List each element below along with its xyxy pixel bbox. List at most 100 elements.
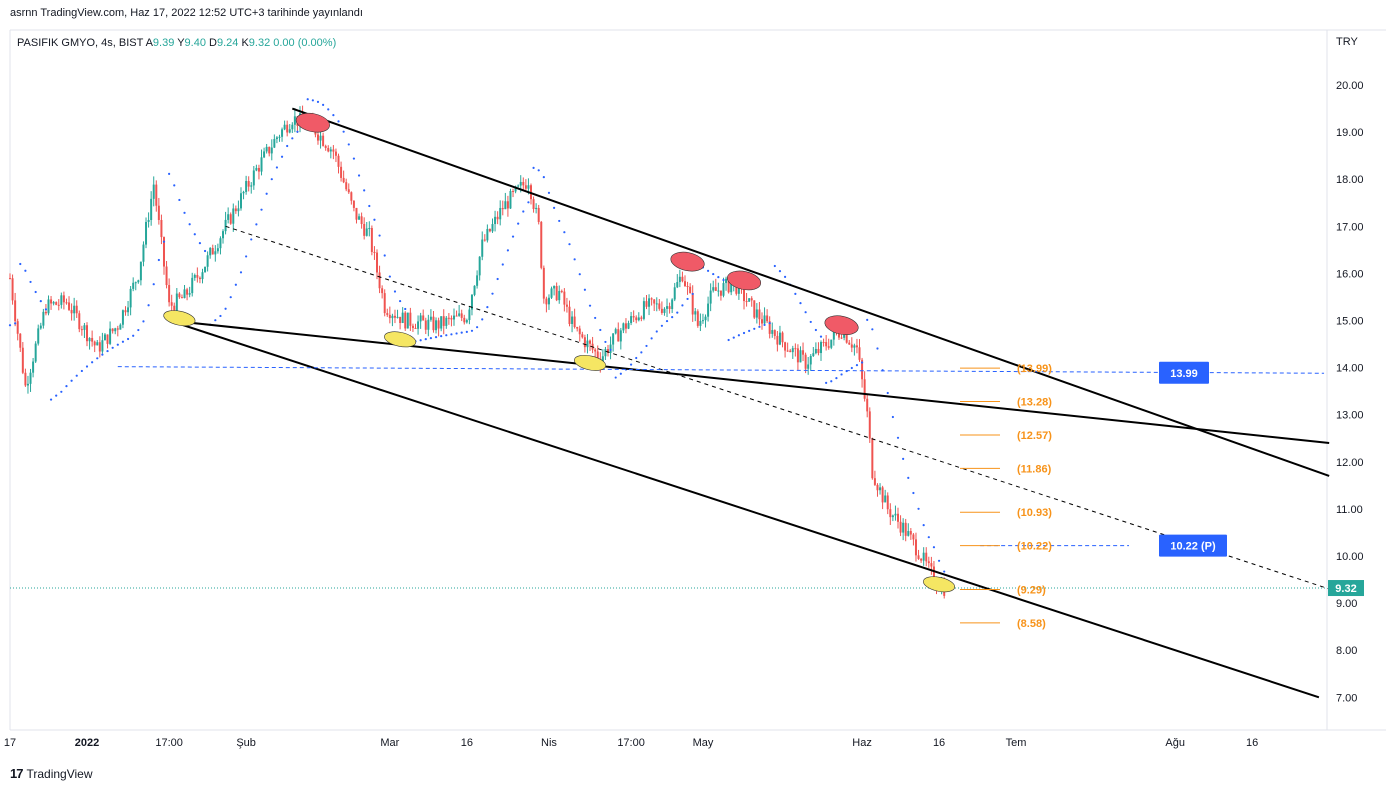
ohlc-legend-part: 9.39	[153, 37, 177, 49]
sar-dot	[783, 275, 787, 278]
sar-dot	[712, 272, 715, 276]
candle-body	[506, 201, 509, 209]
candle-body	[619, 330, 622, 342]
candle-body	[29, 372, 32, 384]
candle-body	[376, 252, 379, 273]
candle-body	[586, 340, 589, 348]
footer-brand[interactable]: 17 TradingView	[10, 766, 93, 781]
sar-dot	[378, 234, 381, 237]
candle-body	[401, 312, 404, 324]
candle-body	[524, 185, 527, 189]
candle-body	[748, 298, 751, 302]
sar-dot	[825, 381, 828, 384]
sar-dot	[286, 144, 289, 148]
ohlc-legend-part: 0.00 (0.00%)	[273, 37, 336, 49]
sar-dot	[465, 330, 468, 333]
sar-dot	[819, 335, 823, 338]
candle-body	[32, 361, 35, 373]
candle-body	[80, 329, 83, 331]
price-label-text: 10.22 (P)	[1170, 541, 1216, 553]
candle-body	[873, 478, 876, 485]
sar-dot	[327, 108, 330, 111]
fib-level-label: (9.29)	[1017, 584, 1046, 596]
sar-dot	[476, 326, 479, 329]
candle-body	[771, 330, 774, 334]
candle-body	[550, 288, 553, 298]
candle-body	[173, 305, 176, 311]
candle-body	[902, 522, 905, 533]
x-tick-label: 17:00	[155, 737, 183, 749]
candle-body	[152, 184, 155, 199]
sar-dot	[876, 347, 879, 350]
candle-body	[198, 277, 201, 280]
candle-body	[671, 299, 674, 309]
sar-dot	[75, 374, 78, 377]
sar-dot	[917, 507, 920, 510]
candle-body	[193, 275, 196, 278]
candle-body	[404, 312, 407, 329]
candle-body	[491, 224, 494, 232]
candle-body	[689, 286, 692, 294]
y-tick-label: 14.00	[1336, 363, 1364, 375]
sar-dot	[619, 372, 622, 375]
candle-body	[44, 311, 47, 314]
candle-body	[499, 208, 502, 220]
candle-body	[427, 319, 430, 330]
candle-body	[578, 328, 581, 335]
candle-body	[440, 316, 443, 329]
candle-body	[145, 221, 148, 245]
sar-dot	[234, 283, 237, 286]
sar-dot	[311, 99, 314, 102]
sar-dot	[434, 336, 438, 339]
candle-body	[85, 325, 88, 342]
y-tick-label: 17.00	[1336, 221, 1364, 233]
sar-dot	[55, 394, 58, 397]
candle-body	[229, 214, 232, 224]
candle-body	[424, 320, 427, 330]
sar-dot	[255, 223, 258, 226]
dashed-mid-line	[225, 225, 1330, 590]
candle-body	[817, 348, 820, 354]
sar-dot	[609, 348, 612, 351]
fib-level-label: (8.58)	[1017, 618, 1046, 630]
last-price-text: 9.32	[1335, 583, 1356, 595]
price-label-box	[1159, 361, 1209, 384]
horizontal-support-line	[117, 366, 1325, 374]
candle-body	[419, 315, 422, 322]
x-tick-label: 2022	[75, 737, 99, 749]
candle-body	[293, 116, 296, 125]
candle-body	[668, 306, 671, 309]
candle-body	[470, 294, 473, 310]
sar-dot	[599, 328, 602, 332]
sar-dot	[116, 343, 119, 346]
candle-body	[558, 290, 561, 301]
candle-body	[68, 302, 71, 310]
candle-body	[275, 137, 278, 140]
yellow-marker	[923, 576, 956, 593]
candle-body	[447, 317, 450, 319]
sar-dot	[850, 366, 853, 370]
sar-dot	[830, 380, 833, 383]
fib-level-label: (11.86)	[1017, 463, 1052, 475]
fib-level-label: (10.22)	[1017, 541, 1052, 553]
candle-body	[581, 334, 584, 338]
candle-body	[11, 278, 14, 301]
candle-body	[807, 364, 810, 369]
candle-body	[180, 297, 183, 299]
candle-body	[743, 286, 746, 302]
candle-body	[458, 313, 461, 316]
candle-body	[630, 316, 633, 324]
candle-body	[894, 513, 897, 516]
sar-dot	[809, 320, 812, 324]
candle-body	[789, 350, 792, 353]
sar-dot	[840, 373, 843, 376]
sar-dot	[866, 318, 869, 321]
sar-dot	[399, 299, 402, 303]
candle-body	[399, 316, 402, 324]
candle-body	[37, 328, 40, 344]
candle-body	[881, 487, 884, 503]
candle-body	[232, 208, 235, 224]
candle-body	[666, 306, 669, 309]
